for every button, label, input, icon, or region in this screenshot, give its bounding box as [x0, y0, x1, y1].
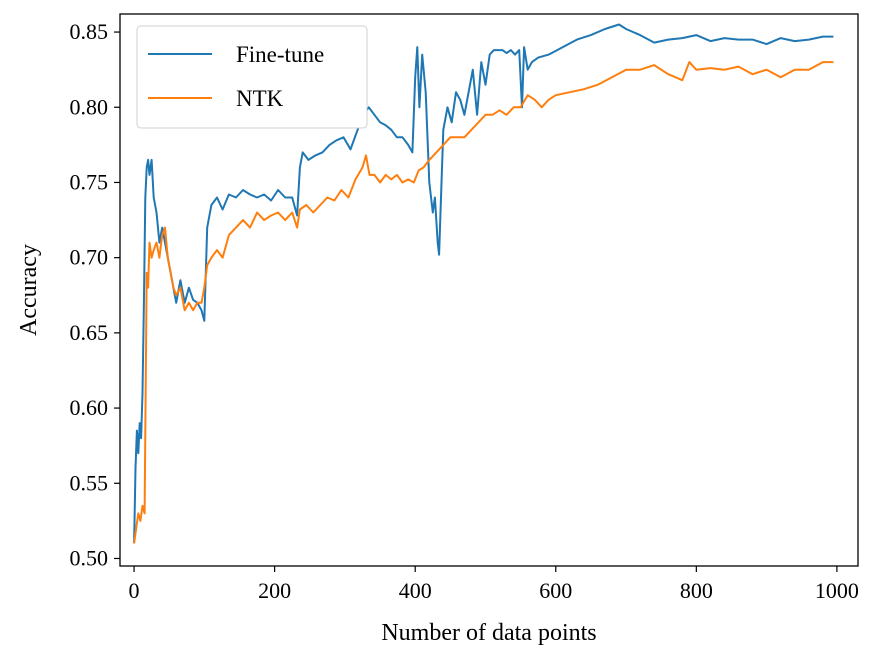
y-tick-label: 0.80 [70, 94, 109, 119]
y-axis-label: Accuracy [16, 244, 42, 336]
y-tick-label: 0.55 [70, 470, 109, 495]
y-tick-label: 0.60 [70, 395, 109, 420]
y-tick-label: 0.75 [70, 169, 109, 194]
series-line-ntk [133, 61, 834, 544]
x-tick-label: 800 [680, 578, 713, 603]
x-tick-label: 0 [129, 578, 140, 603]
legend-label-fine-tune: Fine-tune [236, 42, 324, 67]
x-tick-label: 600 [539, 578, 572, 603]
x-tick-label: 200 [258, 578, 291, 603]
x-tick-label: 400 [399, 578, 432, 603]
y-tick-label: 0.70 [70, 245, 109, 270]
series-lines [133, 23, 834, 544]
plot-area [119, 13, 859, 567]
y-tick-label: 0.65 [70, 320, 109, 345]
x-axis-label: Number of data points [381, 620, 596, 646]
legend-label-ntk: NTK [236, 86, 284, 111]
y-tick-label: 0.85 [70, 19, 109, 44]
x-tick-label: 1000 [815, 578, 859, 603]
legend: Fine-tune NTK [136, 25, 368, 129]
legend-box [136, 25, 368, 129]
y-tick-label: 0.50 [70, 545, 109, 570]
axis-ticks: 0 200 400 600 800 1000 0.50 0.55 0.60 0.65 0.70 0.7… [70, 19, 859, 603]
